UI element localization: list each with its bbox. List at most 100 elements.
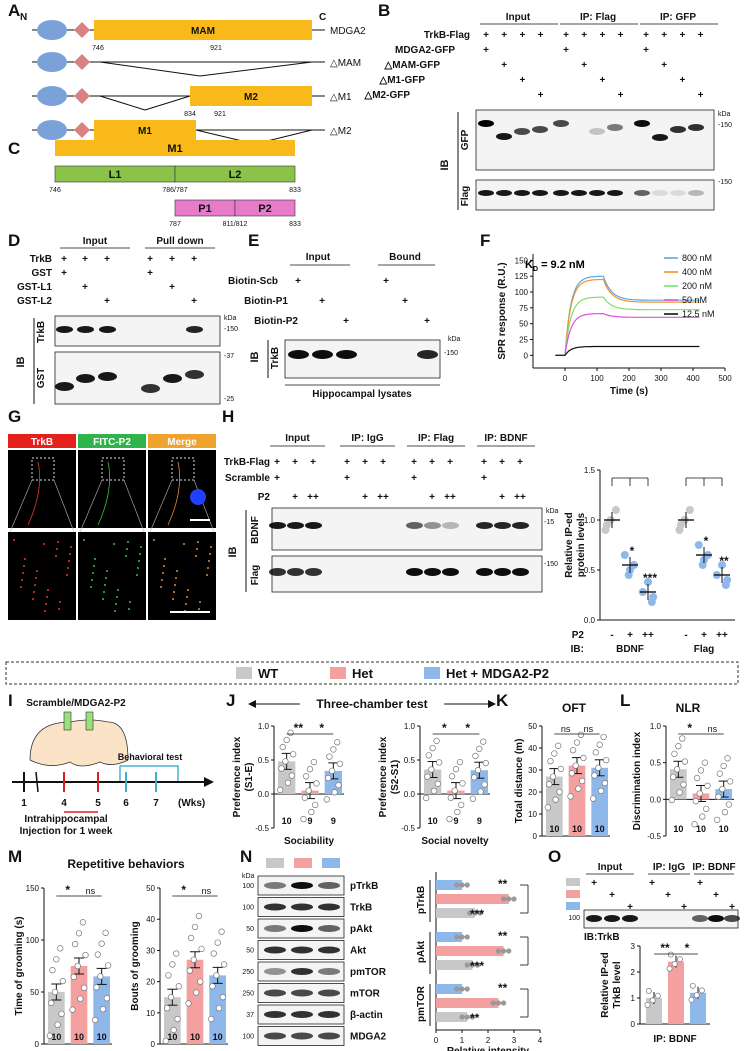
marker: 50 bbox=[246, 948, 254, 955]
data-point bbox=[428, 766, 435, 773]
data-point bbox=[71, 941, 79, 948]
y-tick: 0.5 bbox=[404, 756, 416, 765]
blot-label: GST bbox=[36, 368, 47, 389]
domain-box bbox=[94, 20, 312, 40]
n-label: 10 bbox=[595, 824, 605, 834]
puncta bbox=[34, 584, 36, 586]
panel-letter-C: C bbox=[8, 139, 20, 158]
panel-letter-N: N bbox=[240, 847, 252, 866]
arrow-head bbox=[248, 700, 256, 708]
y-label: TrkB level bbox=[612, 961, 623, 1008]
plus: + bbox=[581, 30, 587, 41]
kda: kDa bbox=[718, 111, 731, 118]
marker: 100 bbox=[568, 915, 580, 922]
data-point bbox=[476, 745, 483, 752]
plus: ++ bbox=[307, 492, 319, 503]
m1-box bbox=[55, 140, 295, 156]
puncta bbox=[68, 560, 70, 562]
residue-tick: 746 bbox=[49, 187, 61, 194]
data-point bbox=[603, 756, 610, 764]
data-point bbox=[464, 962, 470, 968]
blot-band bbox=[336, 350, 357, 359]
data-point bbox=[714, 816, 721, 824]
puncta bbox=[24, 558, 26, 560]
data-point bbox=[308, 808, 315, 816]
data-point bbox=[477, 788, 484, 795]
p2-level: ++ bbox=[716, 630, 728, 641]
group-label: Input bbox=[598, 862, 623, 873]
y-tick: 75 bbox=[519, 304, 528, 313]
data-point bbox=[454, 882, 460, 888]
sig-mark: ns bbox=[708, 724, 718, 734]
data-point bbox=[209, 983, 216, 990]
sig-mark: * bbox=[685, 941, 690, 955]
puncta bbox=[185, 603, 187, 605]
plus: + bbox=[429, 457, 435, 468]
ib-group: Flag bbox=[694, 644, 715, 655]
marker: -37 bbox=[224, 353, 234, 360]
data-point bbox=[215, 1004, 223, 1012]
blot-band bbox=[634, 190, 650, 196]
domain-ellipse bbox=[37, 52, 67, 72]
y-label: SPR response (R.U.) bbox=[497, 262, 508, 359]
blot-band bbox=[494, 568, 511, 576]
data-point bbox=[58, 1010, 65, 1017]
plus: + bbox=[424, 316, 430, 327]
residue-tick: 921 bbox=[210, 45, 222, 52]
x-tick: 4 bbox=[538, 1036, 543, 1045]
ib-label: IB:TrkB bbox=[584, 932, 620, 943]
puncta bbox=[187, 589, 189, 591]
puncta bbox=[22, 572, 24, 574]
puncta bbox=[175, 577, 177, 579]
data-point bbox=[691, 821, 698, 828]
data-point bbox=[649, 593, 658, 601]
data-point bbox=[287, 729, 294, 736]
y-tick: -0.5 bbox=[647, 832, 661, 841]
plus: + bbox=[661, 60, 667, 71]
data-point bbox=[669, 773, 677, 781]
puncta bbox=[36, 570, 38, 572]
domain-diamond bbox=[74, 54, 90, 70]
data-point bbox=[464, 1014, 470, 1020]
residue-tick: 833 bbox=[289, 221, 301, 228]
data-point bbox=[464, 986, 470, 992]
y-tick: 1.5 bbox=[584, 466, 596, 475]
micrograph bbox=[78, 450, 146, 528]
blot-band bbox=[532, 190, 548, 196]
data-point bbox=[577, 731, 585, 738]
puncta bbox=[208, 560, 210, 562]
data-point bbox=[703, 805, 710, 813]
y-tick: 0.5 bbox=[584, 566, 596, 575]
plus: + bbox=[61, 254, 67, 265]
data-point bbox=[305, 787, 312, 794]
data-point bbox=[312, 801, 319, 809]
blot-label: TrkB bbox=[36, 321, 47, 343]
segment-name: L1 bbox=[109, 169, 122, 181]
data-point bbox=[579, 777, 586, 785]
data-point bbox=[51, 988, 59, 996]
data-point bbox=[331, 789, 338, 796]
p2-level: ++ bbox=[642, 630, 654, 641]
plus: + bbox=[481, 473, 487, 484]
injection-label: Injection for 1 week bbox=[20, 826, 113, 837]
data-point bbox=[174, 1015, 181, 1023]
puncta bbox=[33, 591, 35, 593]
data-point bbox=[336, 760, 343, 767]
puncta bbox=[69, 553, 71, 555]
data-point bbox=[573, 739, 581, 746]
data-point bbox=[495, 1000, 501, 1006]
blot-band bbox=[305, 522, 322, 529]
ib-label: IB bbox=[15, 356, 27, 367]
data-point bbox=[218, 928, 225, 935]
c-terminus: C bbox=[319, 12, 326, 23]
dendrite bbox=[27, 461, 40, 526]
row-label: P2 bbox=[258, 492, 271, 503]
data-point bbox=[620, 551, 629, 559]
data-point bbox=[475, 962, 481, 968]
row-label: Biotin-P1 bbox=[244, 296, 288, 307]
blot-band bbox=[512, 568, 529, 576]
blot-band bbox=[318, 946, 340, 954]
brain-icon bbox=[29, 719, 129, 767]
data-point bbox=[195, 912, 203, 920]
